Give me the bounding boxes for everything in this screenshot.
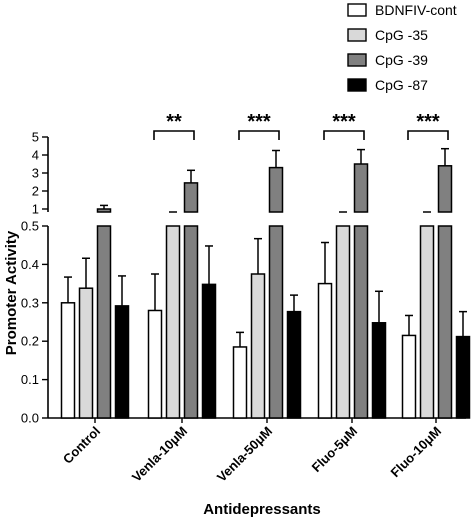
- bar-fluo-10-m-2: [437, 147, 453, 419]
- bar-venla-10-m-2: [183, 169, 199, 419]
- legend-item: BDNFIV-cont: [347, 2, 457, 18]
- x-tick-label: Venla-50μM: [214, 424, 275, 485]
- y-tick-label: 3: [32, 166, 39, 181]
- x-axis-title: Antidepressants: [203, 501, 321, 518]
- y-tick-label: 4: [32, 148, 39, 163]
- bar-control-0: [60, 276, 76, 419]
- significance-label: ***: [332, 111, 356, 133]
- significance-label: ***: [416, 111, 440, 133]
- significance-markers: ** *** *** ***: [153, 111, 449, 140]
- significance-bracket: ***: [238, 111, 280, 140]
- significance-bracket: ***: [323, 111, 365, 140]
- bar-fluo-10-m-1: [419, 211, 435, 419]
- bar-venla-50-m-1: [250, 237, 266, 419]
- y-tick-label: 0.4: [21, 257, 39, 272]
- bar-fluo-5-m-2: [353, 148, 369, 419]
- bar-fluo-5-m-3: [371, 290, 387, 419]
- bar-fluo-10-m-3: [455, 310, 471, 419]
- y-tick-label: 0.3: [21, 295, 39, 310]
- legend-label: CpG -39: [375, 52, 428, 68]
- x-tick-label: Fluo-10μM: [388, 424, 445, 481]
- bar-venla-50-m-2: [268, 149, 284, 419]
- legend-item: CpG -35: [347, 27, 428, 43]
- y-tick-label: 0.2: [21, 334, 39, 349]
- bar-venla-50-m-0: [232, 331, 248, 419]
- bar-control-2: [96, 204, 112, 419]
- bar-fluo-5-m-0: [317, 241, 333, 419]
- y-axis-title: Promoter Activity: [3, 230, 20, 355]
- y-tick-label: 0.1: [21, 372, 39, 387]
- y-tick-label: 2: [32, 184, 39, 199]
- legend-label: CpG -87: [375, 77, 428, 93]
- legend-swatch: [347, 53, 367, 67]
- bar-control-1: [78, 257, 94, 419]
- x-tick-label: Venla-10μM: [129, 424, 190, 485]
- y-tick-label: 0.5: [21, 219, 39, 234]
- legend-swatch: [347, 28, 367, 42]
- bar-venla-10-m-3: [201, 245, 217, 419]
- y-tick-label: 0.0: [21, 411, 39, 426]
- legend-item: CpG -39: [347, 52, 428, 68]
- legend: BDNFIV-cont CpG -35 CpG -39 CpG -87: [347, 2, 457, 93]
- bar-fluo-5-m-1: [335, 211, 351, 419]
- y-tick-label: 1: [32, 202, 39, 217]
- significance-label: **: [166, 111, 182, 133]
- bar-control-3: [114, 275, 130, 419]
- bar-venla-10-m-0: [147, 273, 163, 419]
- legend-swatch: [347, 3, 367, 17]
- bar-fluo-10-m-0: [401, 314, 417, 419]
- significance-bracket: **: [153, 111, 195, 140]
- bar-venla-10-m-1: [165, 211, 181, 419]
- legend-label: BDNFIV-cont: [375, 2, 457, 18]
- bars: [60, 147, 471, 419]
- x-tick-label: Control: [60, 424, 103, 467]
- legend-label: CpG -35: [375, 27, 428, 43]
- legend-item: CpG -87: [347, 77, 428, 93]
- x-tick-label: Fluo-5μM: [309, 424, 360, 475]
- y-tick-label: 5: [32, 130, 39, 145]
- legend-swatch: [347, 78, 367, 92]
- bar-venla-50-m-3: [286, 294, 302, 419]
- significance-label: ***: [247, 111, 271, 133]
- significance-bracket: ***: [407, 111, 449, 140]
